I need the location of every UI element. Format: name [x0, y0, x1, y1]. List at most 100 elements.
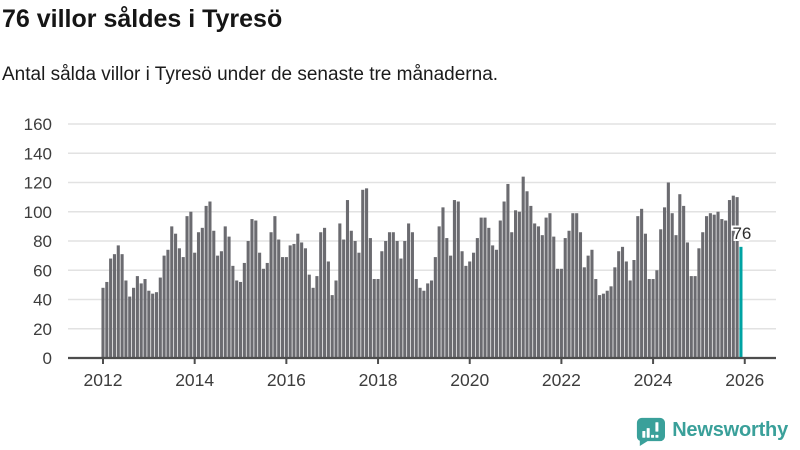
- brand-footer: Newsworthy: [634, 415, 788, 446]
- bar: [353, 241, 357, 358]
- bar: [437, 226, 441, 359]
- bar: [575, 213, 579, 358]
- bar: [162, 255, 166, 359]
- bar: [422, 290, 426, 358]
- bar: [196, 232, 201, 358]
- bar: [407, 223, 411, 358]
- bar: [384, 241, 388, 358]
- bar: [204, 205, 208, 358]
- bar: [315, 276, 319, 358]
- bar: [323, 227, 327, 358]
- bar: [601, 293, 605, 358]
- bar: [319, 232, 323, 358]
- bar: [640, 208, 644, 358]
- bar: [120, 254, 124, 358]
- bar: [250, 219, 254, 358]
- bar: [624, 261, 628, 358]
- bar: [216, 255, 220, 359]
- bar: [456, 201, 460, 358]
- bar: [414, 279, 418, 358]
- bar: [238, 281, 243, 358]
- bar: [135, 276, 139, 358]
- bar: [556, 268, 560, 358]
- bar: [689, 276, 693, 358]
- bar: [460, 251, 464, 358]
- bar: [269, 232, 273, 358]
- bar: [563, 238, 567, 358]
- bar: [724, 220, 728, 358]
- bar: [609, 286, 613, 358]
- x-axis-tick-label: 2012: [84, 370, 123, 390]
- bar: [471, 252, 476, 358]
- bar: [716, 211, 720, 358]
- bar: [674, 235, 678, 358]
- bar: [655, 270, 659, 358]
- y-axis-tick-label: 40: [33, 291, 52, 310]
- mini-bar-chart-glyph: [642, 422, 659, 438]
- bar: [349, 230, 353, 358]
- highlight-bar: [739, 246, 743, 358]
- speech-bubble-shape: [637, 417, 666, 446]
- bar: [242, 262, 246, 358]
- highlight-value-label: 76: [732, 224, 751, 243]
- bar: [246, 241, 250, 358]
- bar: [185, 216, 189, 358]
- bar: [292, 243, 296, 358]
- bar: [441, 207, 445, 358]
- bar: [598, 295, 602, 358]
- bar: [223, 226, 227, 359]
- bar: [273, 216, 277, 358]
- bar: [479, 217, 483, 358]
- bar: [280, 257, 285, 358]
- bar: [288, 245, 292, 358]
- bar: [620, 246, 625, 358]
- bar: [647, 279, 651, 358]
- bar: [174, 233, 178, 358]
- bar: [403, 241, 407, 358]
- bar: [666, 182, 670, 358]
- bar-chart: 0 20 40 60 80 100 120 140 160 2012 2014 2016 2018 202…: [24, 115, 776, 390]
- bar: [540, 235, 544, 358]
- bar: [334, 280, 338, 358]
- bar: [525, 191, 529, 358]
- bar: [345, 200, 350, 358]
- bar: [582, 267, 586, 358]
- bar: [559, 268, 563, 358]
- bar: [212, 230, 216, 358]
- bar: [418, 287, 422, 358]
- chart-subtitle: Antal sålda villor i Tyresö under de sen…: [2, 64, 499, 85]
- bar: [300, 242, 304, 358]
- x-axis-tick-label: 2024: [634, 370, 673, 390]
- bar: [296, 233, 300, 358]
- bar: [494, 249, 499, 358]
- x-axis-tick-label: 2014: [175, 370, 214, 390]
- bar: [502, 201, 506, 358]
- bar: [124, 280, 128, 358]
- bar: [533, 223, 537, 358]
- y-axis-tick-label: 140: [24, 144, 52, 163]
- bar: [361, 189, 365, 358]
- bar: [177, 248, 181, 358]
- bar: [326, 261, 330, 358]
- x-axis-tick-label: 2016: [267, 370, 306, 390]
- x-axis-tick-label: 2026: [725, 370, 764, 390]
- y-axis-tick-label: 60: [33, 261, 52, 280]
- bar: [143, 279, 147, 358]
- bar: [662, 207, 667, 358]
- bar: [235, 280, 239, 358]
- bar: [651, 279, 655, 358]
- bar: [536, 226, 541, 359]
- bar: [395, 241, 399, 358]
- bar: [517, 211, 521, 358]
- bar: [506, 183, 510, 358]
- bar: [590, 249, 594, 358]
- bar: [303, 248, 308, 358]
- bar: [116, 245, 120, 358]
- bar: [426, 283, 430, 358]
- brand-name: Newsworthy: [672, 419, 788, 441]
- bar: [605, 290, 609, 358]
- bar: [128, 296, 132, 358]
- bar: [617, 251, 621, 358]
- bar: [132, 287, 136, 358]
- bar: [498, 220, 502, 358]
